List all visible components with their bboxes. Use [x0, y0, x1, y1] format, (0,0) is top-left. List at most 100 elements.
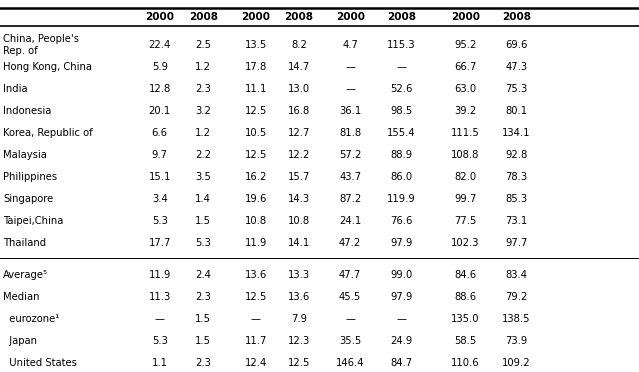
Text: 87.2: 87.2	[339, 194, 361, 204]
Text: 12.5: 12.5	[244, 150, 267, 160]
Text: 108.8: 108.8	[451, 150, 479, 160]
Text: 135.0: 135.0	[451, 314, 479, 324]
Text: Rep. of: Rep. of	[3, 45, 38, 55]
Text: 109.2: 109.2	[502, 358, 530, 368]
Text: 66.7: 66.7	[454, 62, 477, 72]
Text: 79.2: 79.2	[505, 292, 528, 302]
Text: 8.2: 8.2	[291, 40, 307, 50]
Text: 3.2: 3.2	[196, 106, 211, 116]
Text: 2.3: 2.3	[196, 358, 211, 368]
Text: 2008: 2008	[387, 12, 416, 22]
Text: 7.9: 7.9	[291, 314, 307, 324]
Text: Median: Median	[3, 292, 40, 302]
Text: 81.8: 81.8	[339, 128, 361, 138]
Text: India: India	[3, 84, 28, 94]
Text: 2000: 2000	[450, 12, 480, 22]
Text: 9.7: 9.7	[151, 150, 168, 160]
Text: 97.9: 97.9	[390, 292, 413, 302]
Text: China, People's: China, People's	[3, 35, 79, 45]
Text: 35.5: 35.5	[339, 336, 361, 346]
Text: Indonesia: Indonesia	[3, 106, 52, 116]
Text: 99.7: 99.7	[454, 194, 477, 204]
Text: 15.7: 15.7	[288, 172, 311, 182]
Text: Hong Kong, China: Hong Kong, China	[3, 62, 92, 72]
Text: 80.1: 80.1	[505, 106, 527, 116]
Text: 2.2: 2.2	[195, 150, 212, 160]
Text: 52.6: 52.6	[390, 84, 413, 94]
Text: 12.7: 12.7	[288, 128, 311, 138]
Text: 75.3: 75.3	[505, 84, 527, 94]
Text: 2008: 2008	[284, 12, 314, 22]
Text: —: —	[396, 62, 406, 72]
Text: 73.9: 73.9	[505, 336, 527, 346]
Text: Malaysia: Malaysia	[3, 150, 47, 160]
Text: 12.8: 12.8	[149, 84, 171, 94]
Text: Singapore: Singapore	[3, 194, 54, 204]
Text: —: —	[250, 314, 261, 324]
Text: Taipei,China: Taipei,China	[3, 216, 63, 226]
Text: —: —	[396, 314, 406, 324]
Text: 13.0: 13.0	[288, 84, 310, 94]
Text: 88.6: 88.6	[454, 292, 476, 302]
Text: 13.5: 13.5	[245, 40, 266, 50]
Text: 12.5: 12.5	[244, 106, 267, 116]
Text: 12.5: 12.5	[288, 358, 311, 368]
Text: 3.4: 3.4	[152, 194, 167, 204]
Text: 2008: 2008	[502, 12, 531, 22]
Text: Average⁵: Average⁵	[3, 270, 49, 280]
Text: 14.3: 14.3	[288, 194, 310, 204]
Text: 1.4: 1.4	[196, 194, 211, 204]
Text: 11.1: 11.1	[244, 84, 267, 94]
Text: 19.6: 19.6	[244, 194, 267, 204]
Text: 10.5: 10.5	[245, 128, 266, 138]
Text: 12.3: 12.3	[288, 336, 310, 346]
Text: 1.1: 1.1	[151, 358, 168, 368]
Text: 95.2: 95.2	[454, 40, 477, 50]
Text: 14.1: 14.1	[288, 238, 310, 248]
Text: 77.5: 77.5	[454, 216, 477, 226]
Text: 5.3: 5.3	[196, 238, 211, 248]
Text: 16.8: 16.8	[288, 106, 310, 116]
Text: 13.6: 13.6	[245, 270, 266, 280]
Text: 3.5: 3.5	[196, 172, 211, 182]
Text: 58.5: 58.5	[454, 336, 476, 346]
Text: 82.0: 82.0	[454, 172, 476, 182]
Text: Philippines: Philippines	[3, 172, 58, 182]
Text: 98.5: 98.5	[390, 106, 412, 116]
Text: 92.8: 92.8	[505, 150, 527, 160]
Text: 10.8: 10.8	[245, 216, 266, 226]
Text: 43.7: 43.7	[339, 172, 361, 182]
Text: 5.3: 5.3	[152, 336, 167, 346]
Text: 1.5: 1.5	[195, 216, 212, 226]
Text: 63.0: 63.0	[454, 84, 476, 94]
Text: 4.7: 4.7	[343, 40, 358, 50]
Text: 97.7: 97.7	[505, 238, 528, 248]
Text: 24.1: 24.1	[339, 216, 361, 226]
Text: 1.2: 1.2	[195, 128, 212, 138]
Text: 2.4: 2.4	[196, 270, 211, 280]
Text: 6.6: 6.6	[151, 128, 168, 138]
Text: 2008: 2008	[189, 12, 218, 22]
Text: 2.3: 2.3	[196, 292, 211, 302]
Text: 83.4: 83.4	[505, 270, 527, 280]
Text: 5.3: 5.3	[152, 216, 167, 226]
Text: 12.5: 12.5	[244, 292, 267, 302]
Text: 13.3: 13.3	[288, 270, 310, 280]
Text: —: —	[345, 84, 355, 94]
Text: 69.6: 69.6	[505, 40, 528, 50]
Text: —: —	[155, 314, 165, 324]
Text: 11.9: 11.9	[244, 238, 267, 248]
Text: 17.7: 17.7	[148, 238, 171, 248]
Text: 97.9: 97.9	[390, 238, 413, 248]
Text: 24.9: 24.9	[390, 336, 412, 346]
Text: 85.3: 85.3	[505, 194, 527, 204]
Text: 13.6: 13.6	[288, 292, 310, 302]
Text: Korea, Republic of: Korea, Republic of	[3, 128, 93, 138]
Text: 155.4: 155.4	[387, 128, 415, 138]
Text: —: —	[345, 314, 355, 324]
Text: 78.3: 78.3	[505, 172, 527, 182]
Text: 22.4: 22.4	[149, 40, 171, 50]
Text: 138.5: 138.5	[502, 314, 530, 324]
Text: 11.3: 11.3	[149, 292, 171, 302]
Text: 10.8: 10.8	[288, 216, 310, 226]
